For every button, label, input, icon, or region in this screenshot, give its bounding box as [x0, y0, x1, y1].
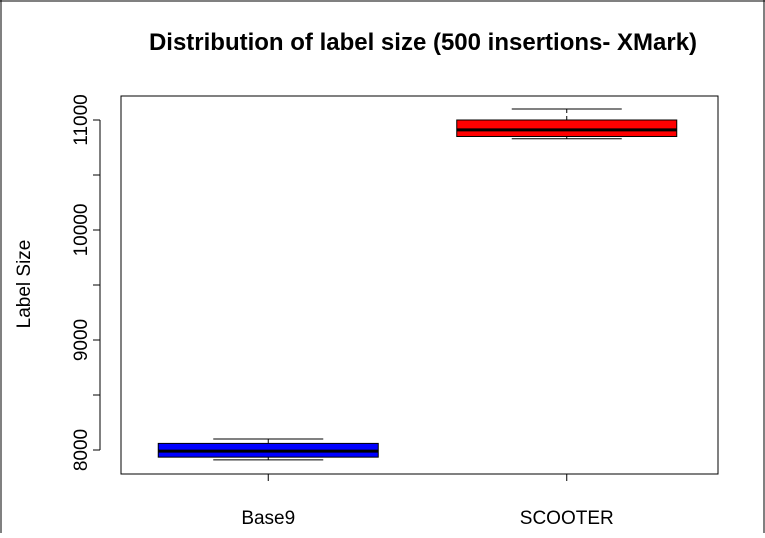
y-axis: 8000 9000 10000 11000	[71, 94, 101, 471]
y-axis-label: Label Size	[14, 240, 35, 329]
box-body	[456, 119, 678, 137]
x-tick-label: SCOOTER	[520, 508, 614, 529]
boxes	[157, 108, 678, 461]
box-base9	[157, 438, 379, 461]
x-tick-label: Base9	[241, 508, 295, 529]
chart-title: Distribution of label size (500 insertio…	[149, 29, 697, 56]
y-tick-label: 10000	[71, 204, 92, 257]
y-tick-label: 11000	[71, 94, 92, 145]
x-axis: Base9 SCOOTER	[241, 473, 614, 529]
y-tick-label: 9000	[71, 319, 92, 361]
y-tick-label: 8000	[71, 429, 92, 471]
box-scooter	[456, 108, 678, 140]
